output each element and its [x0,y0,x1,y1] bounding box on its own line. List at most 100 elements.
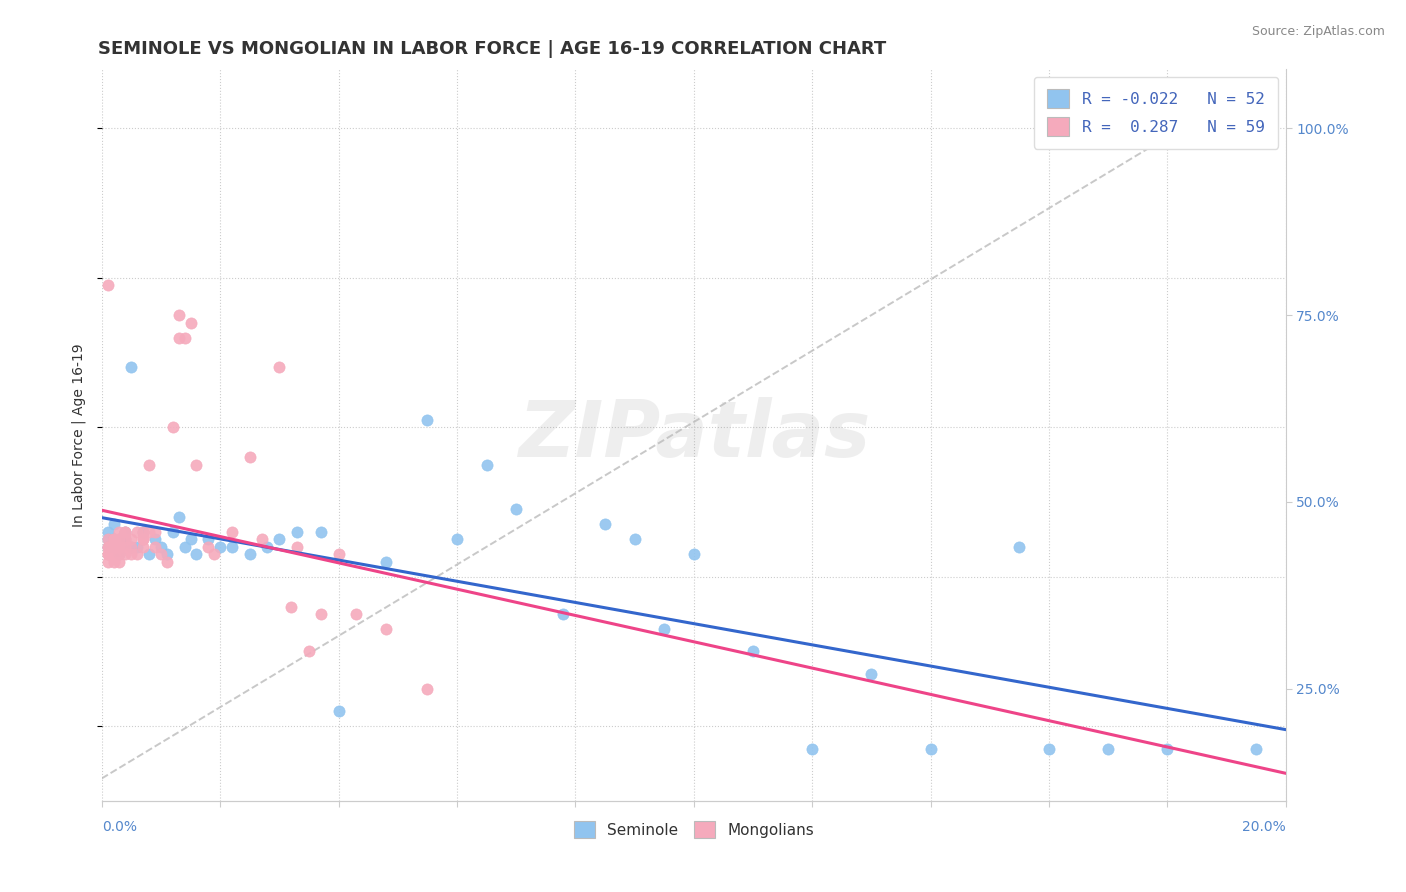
Point [108,524,131,539]
Point [298,644,321,658]
Point [103,533,125,547]
Point [239,450,262,464]
Point [860,666,883,681]
Point [97,533,120,547]
Point [374,622,396,636]
Point [652,622,675,636]
Point [108,547,131,561]
Point [120,540,142,554]
Point [416,413,439,427]
Point [103,533,125,547]
Point [97,547,120,561]
Point [108,540,131,554]
Point [553,607,575,621]
Point [114,524,136,539]
Point [97,540,120,554]
Point [108,533,131,547]
Point [173,330,195,344]
Point [156,555,179,569]
Point [127,540,149,554]
Point [623,533,645,547]
Point [173,540,195,554]
Point [132,540,155,554]
Point [132,533,155,547]
Point [114,540,136,554]
Point [114,533,136,547]
Point [97,547,120,561]
Legend: Seminole, Mongolians: Seminole, Mongolians [568,814,820,845]
Point [269,360,291,375]
Point [1008,540,1031,554]
Point [114,524,136,539]
Point [801,741,824,756]
Point [156,547,179,561]
Point [138,458,160,472]
Point [475,458,498,472]
Point [167,330,190,344]
Point [108,540,131,554]
Point [143,533,166,547]
Point [162,524,184,539]
Point [328,547,350,561]
Point [280,599,302,614]
Point [97,533,120,547]
Text: 20.0%: 20.0% [1241,820,1285,833]
Point [505,502,527,516]
Point [197,540,219,554]
Point [202,547,225,561]
Point [221,524,243,539]
Point [127,524,149,539]
Text: Source: ZipAtlas.com: Source: ZipAtlas.com [1251,25,1385,38]
Point [920,741,942,756]
Point [285,540,308,554]
Point [269,533,291,547]
Point [103,517,125,532]
Point [682,547,704,561]
Point [742,644,765,658]
Point [1097,741,1119,756]
Point [103,540,125,554]
Text: 0.0%: 0.0% [101,820,136,833]
Point [149,547,172,561]
Point [186,458,208,472]
Point [180,316,202,330]
Point [108,533,131,547]
Text: SEMINOLE VS MONGOLIAN IN LABOR FORCE | AGE 16-19 CORRELATION CHART: SEMINOLE VS MONGOLIAN IN LABOR FORCE | A… [98,40,887,58]
Point [132,533,155,547]
Point [162,420,184,434]
Point [167,308,190,322]
Point [143,540,166,554]
Point [309,607,332,621]
Point [239,547,262,561]
Point [221,540,243,554]
Point [97,524,120,539]
Point [114,524,136,539]
Point [120,533,142,547]
Point [120,540,142,554]
Point [446,533,468,547]
Text: ZIPatlas: ZIPatlas [517,397,870,473]
Point [186,547,208,561]
Point [197,533,219,547]
Point [138,524,160,539]
Point [103,555,125,569]
Point [120,547,142,561]
Point [120,360,142,375]
Point [97,540,120,554]
Point [114,547,136,561]
Point [103,540,125,554]
Point [209,540,232,554]
Point [309,524,332,539]
Point [285,524,308,539]
Point [108,540,131,554]
Point [328,704,350,718]
Point [127,547,149,561]
Point [250,533,273,547]
Point [180,533,202,547]
Point [374,555,396,569]
Point [114,533,136,547]
Point [97,278,120,293]
Point [132,524,155,539]
Point [138,547,160,561]
Point [143,524,166,539]
